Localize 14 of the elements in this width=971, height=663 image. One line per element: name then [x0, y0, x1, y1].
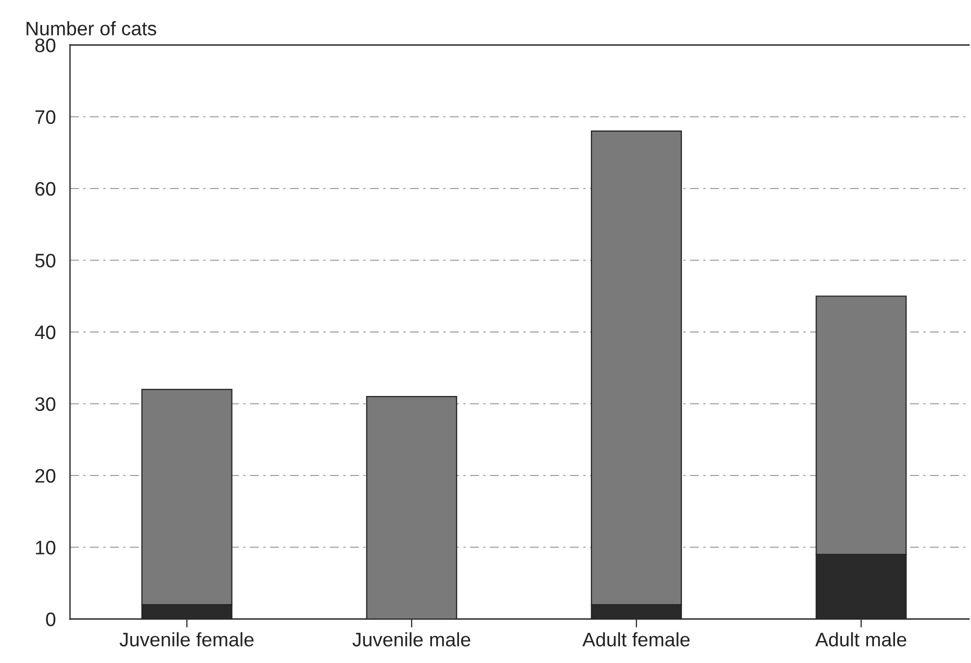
y-tick-label: 70 [35, 110, 56, 124]
y-tick-label: 80 [35, 38, 56, 52]
y-tick-label: 40 [34, 325, 56, 340]
y-tick-label: 30 [35, 397, 56, 411]
y-tick-label: 50 [35, 254, 56, 268]
x-tick-label: Adult female [582, 632, 690, 646]
x-tick-label: Juvenile female [120, 632, 254, 646]
y-axis-title: Number of cats [26, 21, 156, 36]
y-tick-label: 20 [35, 468, 56, 483]
x-tick-label: Adult male [815, 632, 906, 646]
y-tick-label: 60 [35, 182, 56, 196]
y-tick-label: 0 [46, 612, 56, 626]
x-tick-label: Juvenile male [352, 632, 470, 646]
y-tick-label: 10 [36, 540, 56, 554]
